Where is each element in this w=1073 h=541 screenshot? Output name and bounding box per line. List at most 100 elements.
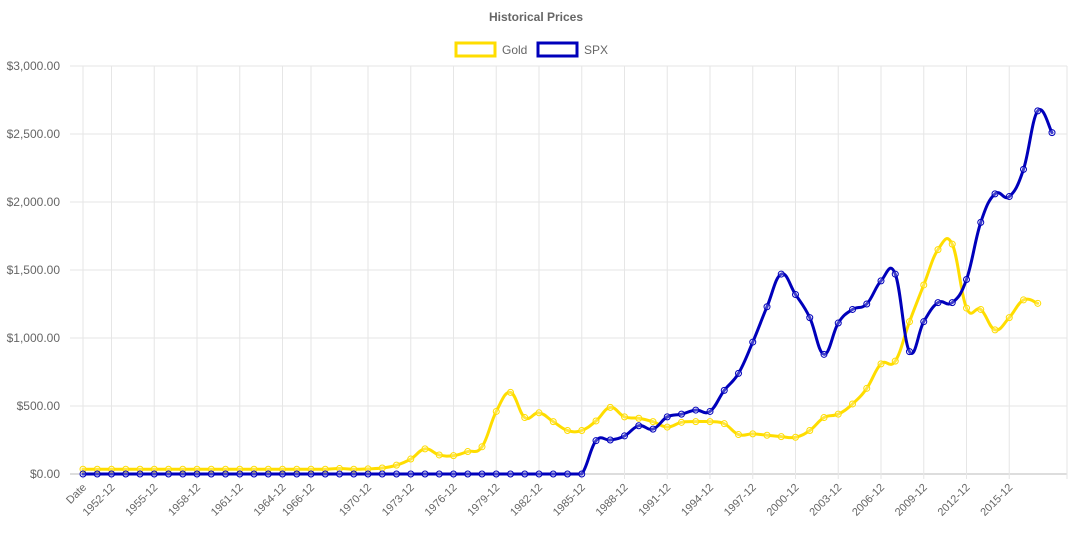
data-point-gold[interactable] — [948, 240, 956, 248]
data-point-spx[interactable] — [549, 470, 557, 478]
data-point-gold[interactable] — [321, 465, 329, 473]
data-point-gold[interactable] — [336, 465, 343, 473]
data-point-gold[interactable] — [606, 403, 614, 411]
data-point-spx[interactable] — [663, 413, 671, 421]
data-point-spx[interactable] — [435, 470, 443, 478]
data-point-gold[interactable] — [421, 445, 429, 453]
data-point-spx[interactable] — [820, 350, 828, 358]
data-point-gold[interactable] — [834, 410, 842, 418]
data-point-gold[interactable] — [378, 464, 386, 472]
data-point-gold[interactable] — [122, 465, 130, 473]
data-point-spx[interactable] — [364, 470, 372, 478]
data-point-gold[interactable] — [236, 465, 244, 473]
data-point-spx[interactable] — [621, 432, 628, 440]
data-point-spx[interactable] — [863, 300, 871, 308]
data-point-spx[interactable] — [79, 470, 87, 478]
data-point-gold[interactable] — [165, 465, 172, 473]
data-point-gold[interactable] — [364, 465, 372, 473]
data-point-gold[interactable] — [906, 318, 913, 326]
data-point-spx[interactable] — [806, 314, 814, 322]
data-point-spx[interactable] — [407, 470, 415, 478]
data-point-gold[interactable] — [222, 465, 229, 473]
data-point-gold[interactable] — [250, 465, 258, 473]
data-point-gold[interactable] — [492, 407, 500, 415]
data-point-gold[interactable] — [279, 465, 286, 473]
data-point-spx[interactable] — [1034, 107, 1042, 115]
data-point-spx[interactable] — [891, 270, 899, 278]
data-point-gold[interactable] — [450, 452, 457, 460]
data-point-gold[interactable] — [706, 418, 714, 426]
data-point-spx[interactable] — [578, 470, 586, 478]
data-point-gold[interactable] — [891, 357, 899, 365]
data-point-spx[interactable] — [991, 190, 999, 198]
legend-item-spx[interactable]: SPX — [536, 41, 608, 58]
data-point-spx[interactable] — [250, 470, 258, 478]
data-point-spx[interactable] — [649, 425, 657, 433]
data-point-spx[interactable] — [507, 470, 514, 478]
data-point-spx[interactable] — [920, 318, 928, 326]
data-point-spx[interactable] — [378, 470, 386, 478]
data-point-gold[interactable] — [649, 418, 657, 426]
data-point-spx[interactable] — [535, 470, 543, 478]
data-point-gold[interactable] — [863, 384, 871, 392]
data-point-gold[interactable] — [934, 246, 942, 254]
data-point-spx[interactable] — [792, 290, 799, 298]
data-point-gold[interactable] — [108, 465, 115, 473]
data-point-gold[interactable] — [763, 431, 771, 439]
data-point-spx[interactable] — [720, 386, 728, 394]
data-point-spx[interactable] — [849, 305, 856, 313]
data-point-gold[interactable] — [179, 465, 187, 473]
data-point-spx[interactable] — [350, 470, 358, 478]
data-point-spx[interactable] — [165, 470, 172, 478]
data-point-spx[interactable] — [1020, 165, 1027, 173]
data-point-gold[interactable] — [749, 430, 757, 438]
data-point-gold[interactable] — [564, 426, 571, 434]
data-point-gold[interactable] — [963, 304, 970, 312]
data-point-spx[interactable] — [834, 319, 842, 327]
data-point-gold[interactable] — [521, 414, 529, 422]
data-point-gold[interactable] — [977, 305, 985, 313]
data-point-spx[interactable] — [478, 470, 486, 478]
data-point-spx[interactable] — [977, 218, 985, 226]
data-point-spx[interactable] — [948, 299, 956, 307]
data-point-gold[interactable] — [393, 461, 400, 469]
data-point-spx[interactable] — [706, 407, 714, 415]
data-point-spx[interactable] — [150, 470, 158, 478]
data-point-gold[interactable] — [820, 414, 828, 422]
data-point-spx[interactable] — [307, 470, 315, 478]
data-point-spx[interactable] — [963, 276, 970, 284]
data-point-spx[interactable] — [492, 470, 500, 478]
data-point-gold[interactable] — [150, 465, 158, 473]
data-point-spx[interactable] — [236, 470, 244, 478]
data-point-gold[interactable] — [193, 465, 201, 473]
data-point-gold[interactable] — [692, 418, 700, 426]
data-point-gold[interactable] — [407, 455, 415, 463]
data-point-gold[interactable] — [720, 420, 728, 428]
data-point-spx[interactable] — [207, 470, 215, 478]
data-point-gold[interactable] — [1034, 299, 1042, 307]
data-point-gold[interactable] — [735, 431, 742, 439]
data-point-spx[interactable] — [763, 303, 771, 311]
data-point-spx[interactable] — [521, 470, 529, 478]
data-point-gold[interactable] — [307, 465, 315, 473]
data-point-spx[interactable] — [279, 470, 286, 478]
data-point-spx[interactable] — [692, 406, 700, 414]
data-point-gold[interactable] — [877, 360, 885, 368]
data-point-gold[interactable] — [435, 451, 443, 459]
data-point-spx[interactable] — [735, 369, 742, 377]
data-point-spx[interactable] — [421, 470, 429, 478]
data-point-spx[interactable] — [336, 470, 343, 478]
data-point-gold[interactable] — [621, 413, 628, 421]
data-point-spx[interactable] — [93, 470, 101, 478]
data-point-spx[interactable] — [1005, 193, 1013, 201]
data-point-gold[interactable] — [207, 465, 215, 473]
data-point-gold[interactable] — [1020, 296, 1027, 304]
data-point-gold[interactable] — [293, 465, 301, 473]
data-point-spx[interactable] — [906, 348, 913, 356]
data-point-gold[interactable] — [535, 409, 543, 417]
data-point-gold[interactable] — [350, 465, 358, 473]
data-point-spx[interactable] — [635, 422, 643, 430]
data-point-spx[interactable] — [179, 470, 187, 478]
data-point-spx[interactable] — [321, 470, 329, 478]
data-point-spx[interactable] — [122, 470, 130, 478]
